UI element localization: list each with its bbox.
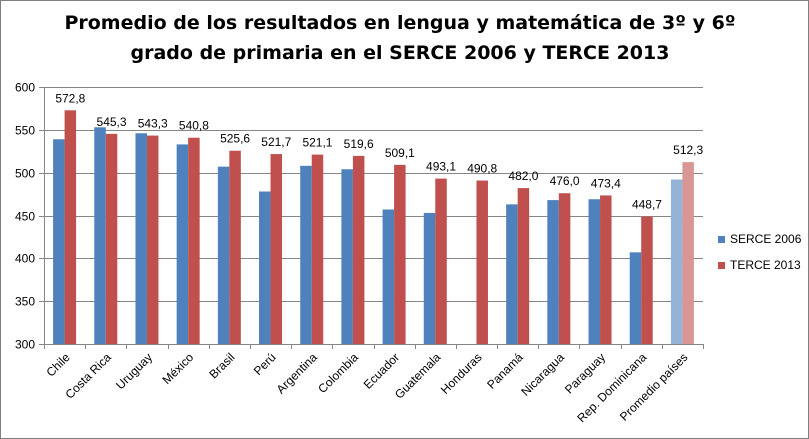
bar-terce-2013	[558, 193, 571, 344]
category-label: Brasil	[206, 350, 237, 381]
bar-serce-2006	[423, 212, 436, 344]
data-label: 482,0	[508, 169, 538, 183]
bar-terce-2013	[105, 133, 118, 344]
bar-terce-2013	[311, 154, 324, 344]
axes	[39, 87, 704, 349]
bar-serce-2006	[300, 165, 312, 344]
bar-terce-2013	[476, 180, 488, 344]
bar-serce-2006	[588, 199, 601, 344]
bar-terce-2013	[64, 110, 77, 344]
legend-swatch	[718, 236, 725, 243]
legend-swatch	[718, 262, 725, 269]
bar-terce-2013	[352, 155, 365, 344]
bar-terce-2013	[146, 135, 159, 344]
legend-label: TERCE 2013	[730, 258, 801, 272]
category-label: Uruguay	[113, 350, 155, 392]
bar-terce-2013	[394, 164, 406, 344]
data-label: 525,6	[220, 132, 250, 146]
bar-terce-2013	[229, 150, 241, 344]
bar-terce-2013	[435, 178, 447, 344]
data-label: 543,3	[138, 117, 168, 131]
bar-serce-2006	[135, 133, 147, 344]
category-label: Colombia	[315, 350, 361, 396]
bar-terce-2013	[682, 162, 694, 344]
category-label: Nicaragua	[518, 350, 567, 399]
category-label: Rep. Dominicana	[574, 350, 649, 425]
bar-serce-2006	[53, 139, 65, 344]
y-tick-label: 400	[15, 252, 35, 266]
bar-serce-2006	[670, 179, 683, 344]
y-tick-label: 550	[15, 124, 35, 138]
data-label: 448,7	[632, 198, 662, 212]
data-label: 490,8	[467, 162, 497, 176]
bar-terce-2013	[188, 137, 200, 344]
data-label: 545,3	[97, 115, 127, 129]
bar-terce-2013	[270, 154, 283, 344]
category-label: Perú	[251, 350, 279, 378]
bar-serce-2006	[341, 169, 353, 344]
data-label: 512,3	[673, 143, 703, 157]
category-label: Panamá	[484, 350, 526, 392]
bar-serce-2006	[176, 144, 189, 344]
bar-serce-2006	[506, 204, 518, 344]
bar-serce-2006	[259, 191, 271, 344]
category-label: Chile	[43, 350, 72, 379]
y-tick-label: 450	[15, 210, 35, 224]
bar-serce-2006	[382, 209, 395, 344]
data-label: 476,0	[550, 174, 580, 188]
y-tick-label: 500	[15, 167, 35, 181]
bar-serce-2006	[629, 252, 642, 344]
y-tick-label: 600	[15, 81, 35, 95]
data-label: 493,1	[426, 160, 456, 174]
bar-terce-2013	[600, 195, 612, 344]
category-label: Argentina	[274, 350, 320, 396]
data-label: 473,4	[591, 176, 621, 190]
bar-serce-2006	[217, 166, 230, 344]
legend-label: SERCE 2006	[730, 232, 802, 246]
data-label: 519,6	[344, 137, 374, 151]
chart-title: Promedio de los resultados en lengua y m…	[64, 12, 736, 64]
category-label: México	[159, 350, 196, 387]
legend: SERCE 2006 TERCE 2013	[718, 232, 802, 272]
bar-serce-2006	[547, 200, 559, 344]
bar-terce-2013	[641, 216, 653, 344]
bars	[53, 110, 694, 344]
data-label: 521,7	[261, 135, 291, 149]
data-label: 509,1	[385, 146, 415, 160]
data-label: 572,8	[55, 91, 85, 105]
bar-serce-2006	[94, 127, 106, 344]
y-tick-label: 300	[15, 338, 35, 352]
category-label: Ecuador	[361, 350, 403, 392]
data-label: 521,1	[302, 136, 332, 150]
data-label: 540,8	[179, 119, 209, 133]
category-label: Honduras	[438, 350, 485, 397]
bar-terce-2013	[517, 188, 530, 344]
y-tick-label: 350	[15, 295, 35, 309]
